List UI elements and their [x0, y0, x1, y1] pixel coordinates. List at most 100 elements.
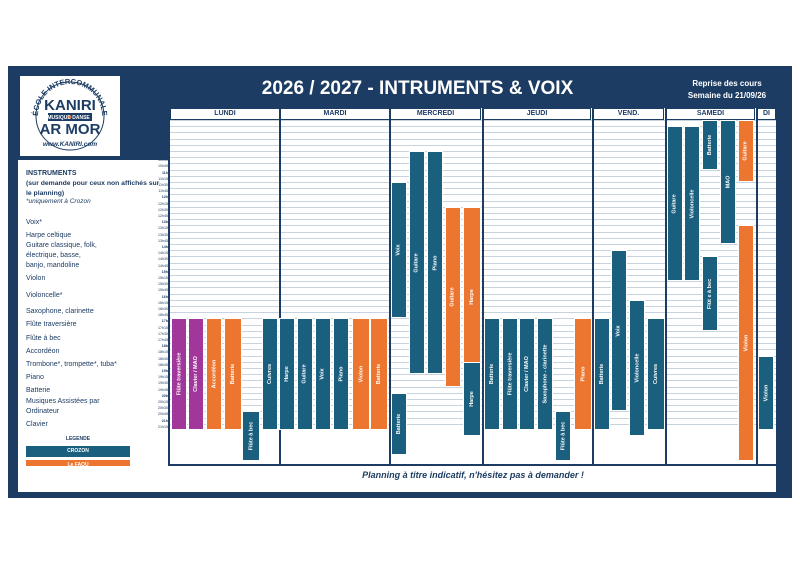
day-separator — [389, 108, 391, 464]
time-gridline — [170, 175, 776, 177]
session-label: Harpe — [469, 288, 475, 305]
time-label: 16h15 — [158, 300, 168, 305]
time-label: 17h30 — [158, 331, 168, 336]
day-separator — [482, 108, 484, 464]
session-block: Guitare — [445, 206, 461, 387]
instrument-panel — [18, 160, 168, 438]
session-block: Batterie — [594, 318, 610, 430]
session-block: Accordéon — [206, 318, 222, 430]
session-block: Saxophone - clarinette — [537, 318, 553, 430]
time-gridline — [170, 132, 776, 134]
time-gridline — [170, 194, 776, 196]
time-gridline — [170, 200, 776, 202]
session-block: Guitare — [667, 126, 683, 282]
session-block: Violon — [758, 355, 774, 430]
time-label: 19h30 — [158, 381, 168, 386]
session-label: Piano — [432, 255, 439, 271]
time-label: 19h15 — [158, 375, 168, 380]
time-label: 10h15 — [158, 152, 168, 156]
session-block: Cuivres — [262, 318, 278, 430]
instrument-item: Violoncelle* — [26, 292, 63, 299]
session-block: Clavier / MAO — [519, 318, 535, 430]
session-label: Violon — [743, 334, 749, 352]
session-label: Flûte à bec — [560, 421, 567, 451]
footer-note: Planning à titre indicatif, n'hésitez pa… — [362, 470, 584, 480]
session-label: Violon — [763, 384, 769, 402]
instrument-item: Flûte traversière — [26, 321, 77, 328]
session-block: Harpe — [463, 206, 481, 387]
day-header: LUNDI — [170, 108, 280, 120]
session-label: Flûte traversière — [176, 352, 182, 396]
time-label: 15h45 — [158, 288, 168, 293]
time-label: 10h30 — [158, 158, 168, 163]
session-block: Flûte à bec — [242, 411, 260, 461]
time-label: 18h30 — [158, 356, 168, 361]
time-label: 20h30 — [158, 406, 168, 411]
time-label: 18h15 — [158, 350, 168, 355]
logo-brand-1: KANIRI — [44, 97, 96, 114]
time-label: 15h15 — [158, 276, 168, 280]
time-gridline — [170, 120, 776, 121]
day-separator — [279, 108, 281, 464]
instrument-item: Batterie — [26, 387, 51, 394]
time-label: 9h15 — [160, 127, 168, 132]
session-label: Cuivres — [267, 364, 273, 385]
session-label: Guitare — [672, 194, 679, 214]
instrument-item: Ordinateur — [26, 408, 60, 415]
time-gridline — [170, 138, 776, 140]
instrument-item: Clavier — [26, 421, 48, 428]
session-block: Harpe — [463, 361, 481, 437]
session-label: Piano — [338, 366, 345, 382]
time-label: 12h15 — [158, 201, 168, 206]
logo-brand-2: AR MOR — [40, 121, 101, 138]
session-block: Batterie — [484, 318, 500, 430]
session-label: Accordéon — [211, 359, 218, 389]
session-label: Clavier / MAO — [524, 356, 531, 393]
session-block: Guitare — [297, 318, 313, 430]
session-label: Piano — [579, 366, 586, 382]
session-block: Violon — [738, 225, 754, 461]
session-label: Batterie — [230, 363, 237, 385]
time-label: 20h45 — [158, 412, 168, 417]
day-header: JEUDI — [483, 108, 591, 120]
session-block: Violon — [352, 318, 370, 430]
time-gridline — [170, 144, 776, 146]
time-gridline — [170, 126, 776, 128]
session-label: Violoncelle — [634, 353, 640, 383]
time-label: 18h — [161, 344, 168, 349]
time-label: 20h — [161, 393, 168, 398]
time-gridline — [170, 169, 776, 171]
session-label: Harpe — [469, 391, 475, 407]
instrument-item: électrique, basse, — [26, 252, 81, 259]
session-block: Piano — [427, 151, 443, 375]
session-label: Guitare — [414, 252, 421, 273]
time-label: 18h45 — [158, 362, 168, 367]
session-block: Voix — [611, 250, 627, 412]
instrument-item: Voix* — [26, 219, 42, 226]
day-separator — [592, 108, 594, 464]
session-label: Guitare — [302, 364, 309, 384]
session-label: Guitare — [743, 141, 750, 161]
session-block: Voix — [315, 318, 331, 430]
time-label: 9h45 — [160, 139, 168, 144]
time-label: 17h — [161, 319, 168, 324]
day-header: SAMEDI — [666, 108, 755, 120]
session-block: Piano — [333, 318, 349, 430]
instrument-panel-title: INSTRUMENTS (sur demande pour ceux non a… — [26, 168, 166, 199]
time-label: 15h30 — [158, 282, 168, 287]
time-label: 14h15 — [158, 251, 168, 256]
time-label: 12h45 — [158, 214, 168, 218]
session-label: Batterie — [489, 363, 496, 385]
session-label: Voix — [320, 368, 326, 380]
session-block: Flûte traversière — [502, 318, 518, 430]
time-label: 9h — [163, 121, 168, 125]
session-label: Guitare — [450, 287, 457, 307]
instrument-item: Violon — [26, 275, 46, 282]
reprise-line-1: Reprise des cours — [692, 79, 762, 88]
time-label: 17h15 — [158, 325, 168, 330]
instrument-item: banjo, mandoline — [26, 262, 80, 269]
session-label: Batterie — [376, 363, 383, 385]
session-label: Cuivres — [653, 364, 659, 385]
reprise-info: Reprise des cours Semaine du 21/09/26 — [668, 78, 786, 102]
instrument-item: Musiques Assistées par — [26, 398, 100, 405]
